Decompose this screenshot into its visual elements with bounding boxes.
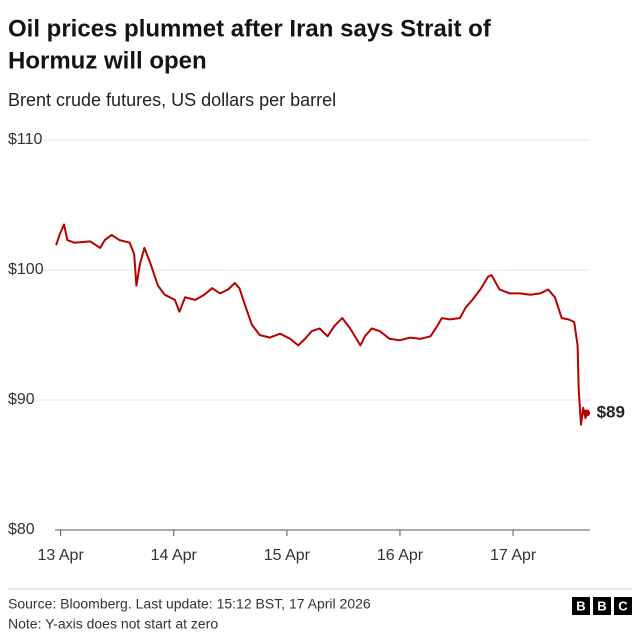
y-tick-label: $110 xyxy=(8,131,43,148)
chart-title: Hormuz will open xyxy=(8,47,207,74)
x-tick-label: 16 Apr xyxy=(377,547,424,564)
x-tick-label: 15 Apr xyxy=(264,547,311,564)
y-tick-label: $90 xyxy=(8,391,35,408)
logo-box xyxy=(614,597,632,615)
x-tick-label: 14 Apr xyxy=(151,547,198,564)
logo-letter: B xyxy=(597,598,606,613)
y-tick-label: $80 xyxy=(8,521,35,538)
price-line xyxy=(55,223,588,426)
logo-box xyxy=(593,597,611,615)
note: Note: Y-axis does not start at zero xyxy=(8,616,218,632)
x-tick-label: 13 Apr xyxy=(38,547,85,564)
logo-box xyxy=(572,597,590,615)
chart-title: Oil prices plummet after Iran says Strai… xyxy=(8,15,492,42)
end-label: $89 xyxy=(597,402,625,421)
source: Source: Bloomberg. Last update: 15:12 BS… xyxy=(8,596,371,612)
logo-letter: C xyxy=(618,598,628,613)
chart-subtitle: Brent crude futures, US dollars per barr… xyxy=(8,90,336,110)
x-tick-label: 17 Apr xyxy=(490,547,537,564)
y-tick-label: $100 xyxy=(8,261,44,278)
logo-letter: B xyxy=(576,598,585,613)
end-dot xyxy=(583,409,591,417)
